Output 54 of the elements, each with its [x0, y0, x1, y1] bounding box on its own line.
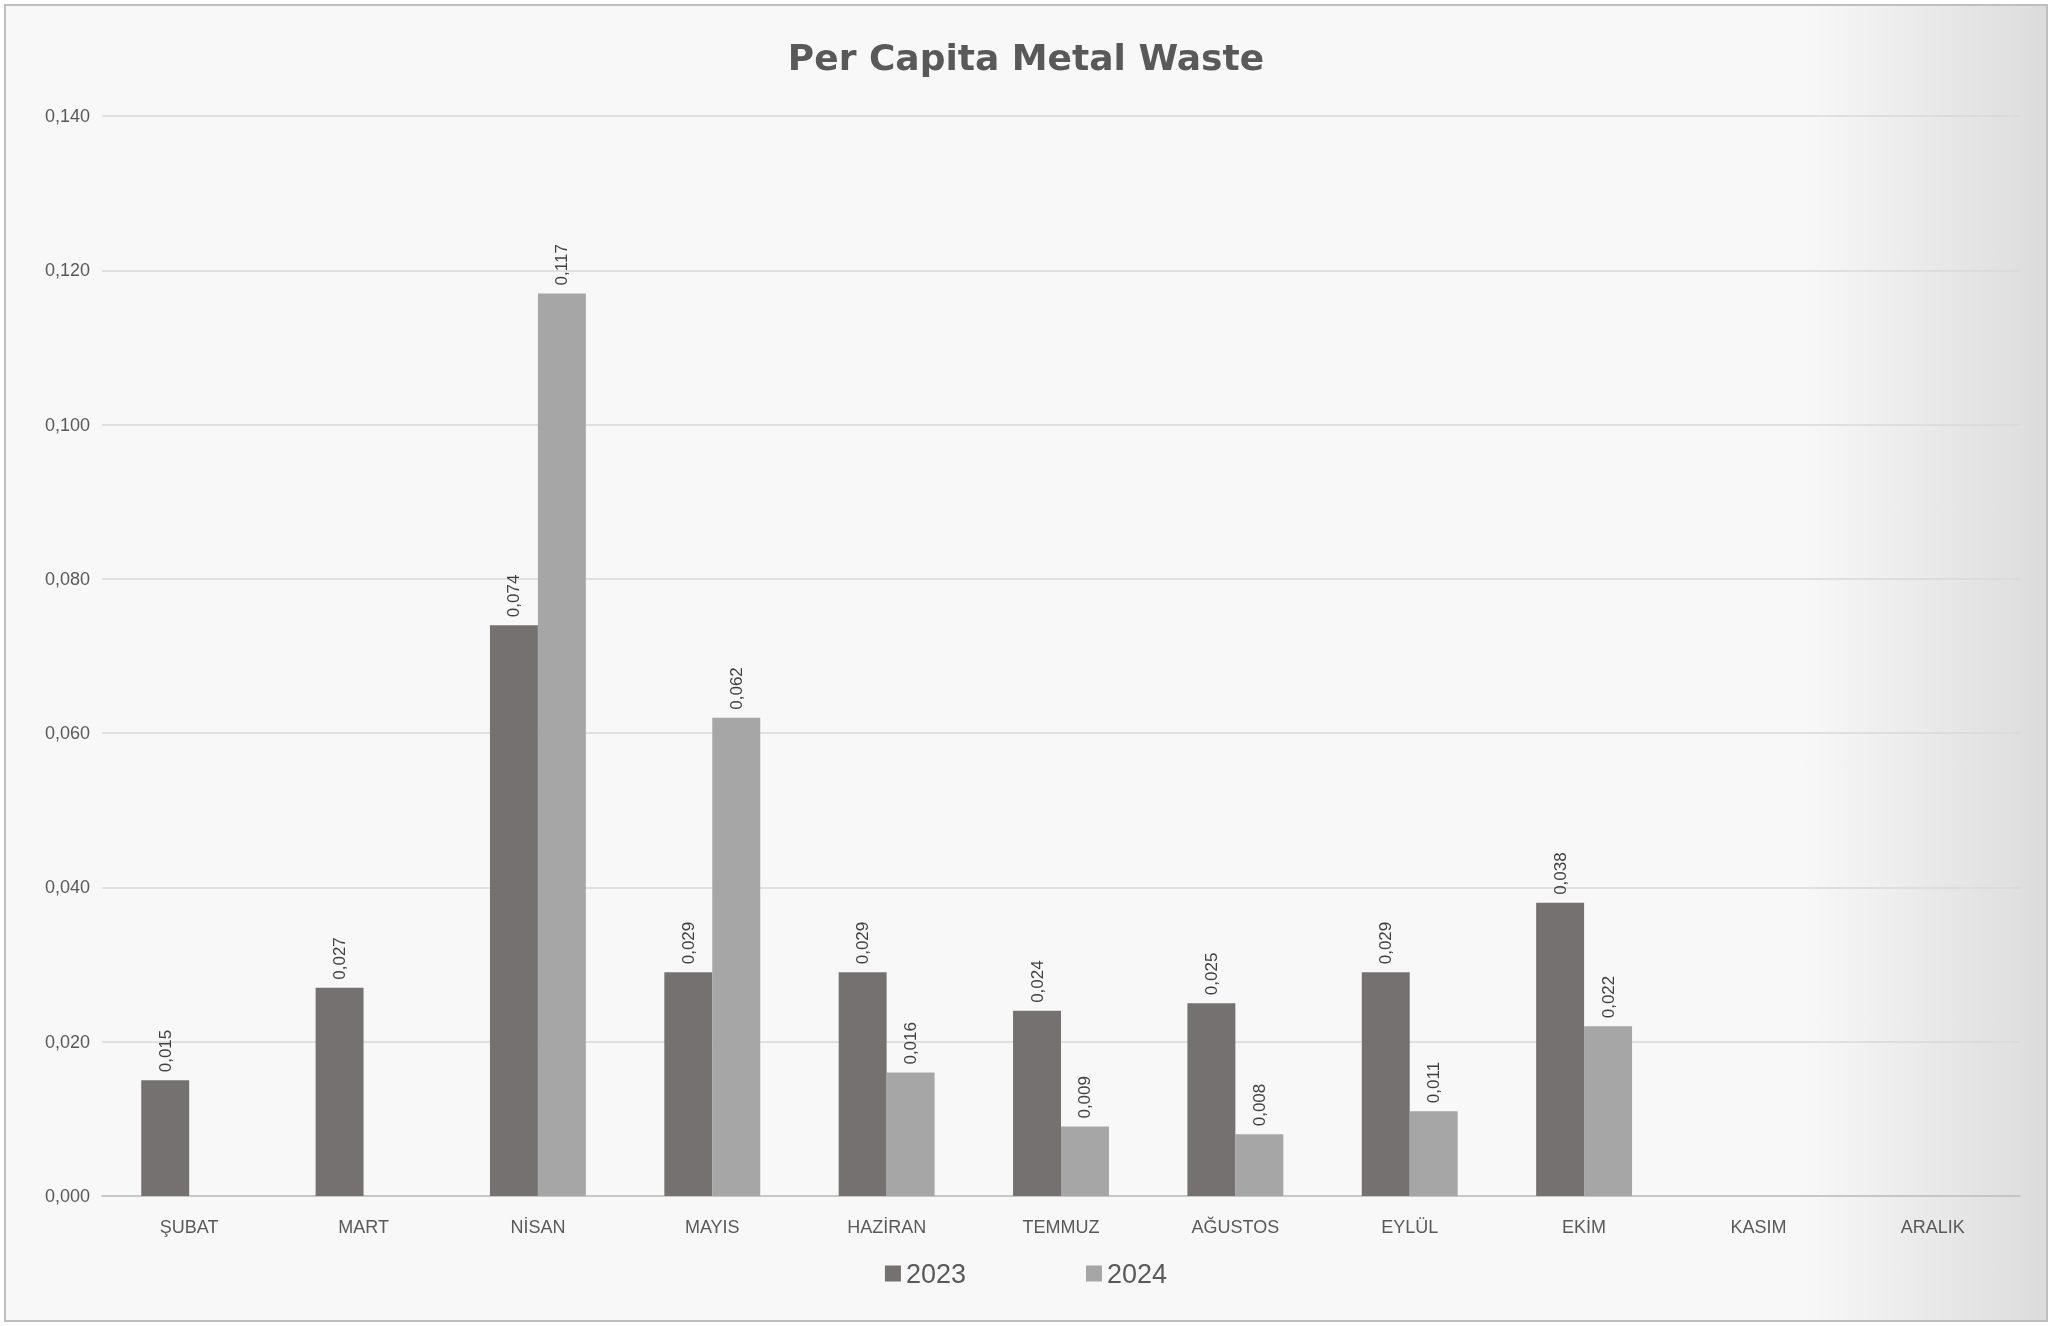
- bar: [1536, 902, 1585, 1196]
- data-label: 0,015: [155, 1029, 175, 1073]
- y-tick-label: 0,140: [44, 106, 90, 126]
- x-tick-label: TEMMUZ: [1022, 1217, 1100, 1237]
- data-label: 0,022: [1598, 975, 1618, 1019]
- data-label: 0,008: [1249, 1083, 1269, 1127]
- bar: [489, 625, 538, 1196]
- x-tick-label: NİSAN: [510, 1217, 566, 1237]
- data-label: 0,016: [901, 1022, 921, 1065]
- y-tick-label: 0,000: [44, 1186, 90, 1206]
- data-label: 0,011: [1424, 1061, 1444, 1104]
- bar: [1061, 1126, 1109, 1196]
- x-tick-label: HAZİRAN: [847, 1217, 927, 1237]
- data-label: 0,027: [330, 937, 350, 980]
- x-tick-label: EKİM: [1562, 1217, 1607, 1237]
- bar: [1409, 1111, 1458, 1196]
- bar: [141, 1080, 190, 1196]
- data-label: 0,074: [504, 574, 524, 618]
- bar: [1187, 1003, 1236, 1196]
- x-tick-label: AĞUSTOS: [1191, 1216, 1280, 1237]
- data-label: 0,038: [1550, 852, 1570, 895]
- y-tick-label: 0,020: [44, 1031, 90, 1052]
- bar: [1584, 1026, 1633, 1196]
- x-tick-label: ŞUBAT: [159, 1217, 219, 1237]
- bar: [664, 972, 713, 1196]
- bar: [537, 293, 586, 1196]
- data-label: 0,029: [678, 921, 698, 965]
- y-tick-label: 0,060: [44, 723, 90, 744]
- bar: [1235, 1134, 1284, 1196]
- legend-label: 2023: [905, 1258, 967, 1289]
- y-tick-label: 0,100: [44, 414, 90, 435]
- data-label: 0,009: [1075, 1076, 1095, 1119]
- y-tick-label: 0,120: [44, 260, 90, 281]
- y-tick-label: 0,080: [44, 568, 90, 589]
- data-label: 0,117: [552, 244, 572, 286]
- chart-title: Per Capita Metal Waste: [787, 36, 1265, 78]
- y-tick-label: 0,040: [44, 877, 90, 898]
- legend-label: 2024: [1107, 1258, 1168, 1289]
- bar: [1361, 972, 1410, 1196]
- bar: [886, 1072, 935, 1196]
- data-label: 0,062: [726, 667, 746, 710]
- data-label: 0,029: [853, 921, 873, 965]
- x-tick-label: MART: [338, 1217, 389, 1237]
- x-tick-label: KASIM: [1730, 1217, 1787, 1237]
- data-label: 0,029: [1376, 921, 1396, 965]
- x-tick-label: ARALIK: [1900, 1217, 1965, 1237]
- bar: [712, 717, 761, 1196]
- bar: [315, 987, 364, 1196]
- x-tick-label: EYLÜL: [1381, 1217, 1439, 1237]
- bar: [838, 972, 887, 1196]
- data-label: 0,024: [1027, 960, 1047, 1003]
- data-label: 0,025: [1201, 952, 1221, 996]
- x-tick-label: MAYIS: [684, 1217, 740, 1237]
- bar: [1013, 1010, 1061, 1196]
